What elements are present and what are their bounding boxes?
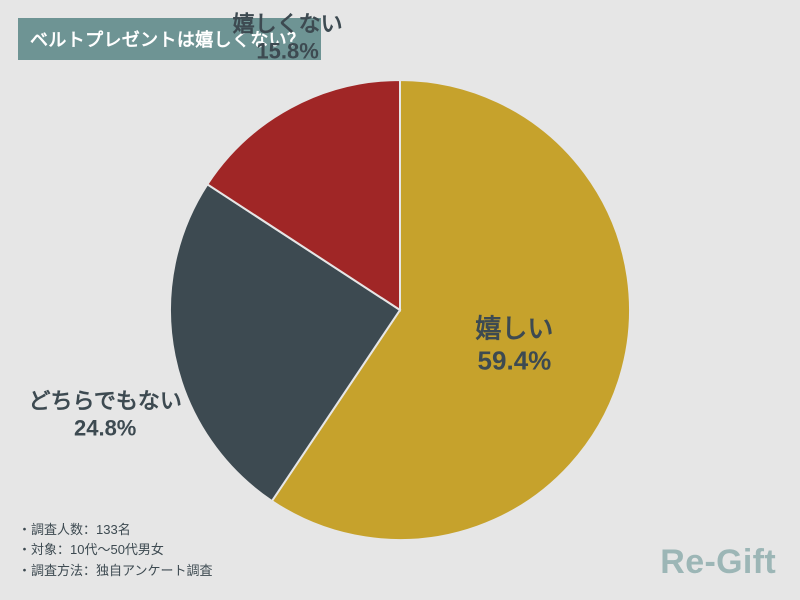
pie-svg	[170, 80, 630, 540]
pie-slice-label: 嬉しくない15.8%	[233, 10, 343, 65]
slice-name: 嬉しい	[475, 312, 553, 345]
slice-pct: 15.8%	[233, 38, 343, 66]
slice-name: 嬉しくない	[233, 10, 343, 38]
slice-pct: 59.4%	[475, 345, 553, 378]
brand-logo: Re-Gift	[660, 543, 776, 582]
footer-line: 調査人数：133名	[18, 520, 213, 541]
footer-line: 調査方法：独自アンケート調査	[18, 561, 213, 582]
chart-canvas: ベルトプレゼントは嬉しくない？ 嬉しい59.4%どちらでもない24.8%嬉しくな…	[0, 0, 800, 600]
slice-pct: 24.8%	[29, 415, 182, 443]
survey-footer: 調査人数：133名対象：10代～50代男女調査方法：独自アンケート調査	[18, 520, 213, 582]
pie-slice-label: 嬉しい59.4%	[475, 312, 553, 377]
pie-slice-label: どちらでもない24.8%	[29, 387, 182, 442]
pie-chart: 嬉しい59.4%どちらでもない24.8%嬉しくない15.8%	[170, 80, 630, 540]
footer-line: 対象：10代～50代男女	[18, 540, 213, 561]
slice-name: どちらでもない	[29, 387, 182, 415]
brand-text: Re-Gift	[660, 543, 776, 581]
